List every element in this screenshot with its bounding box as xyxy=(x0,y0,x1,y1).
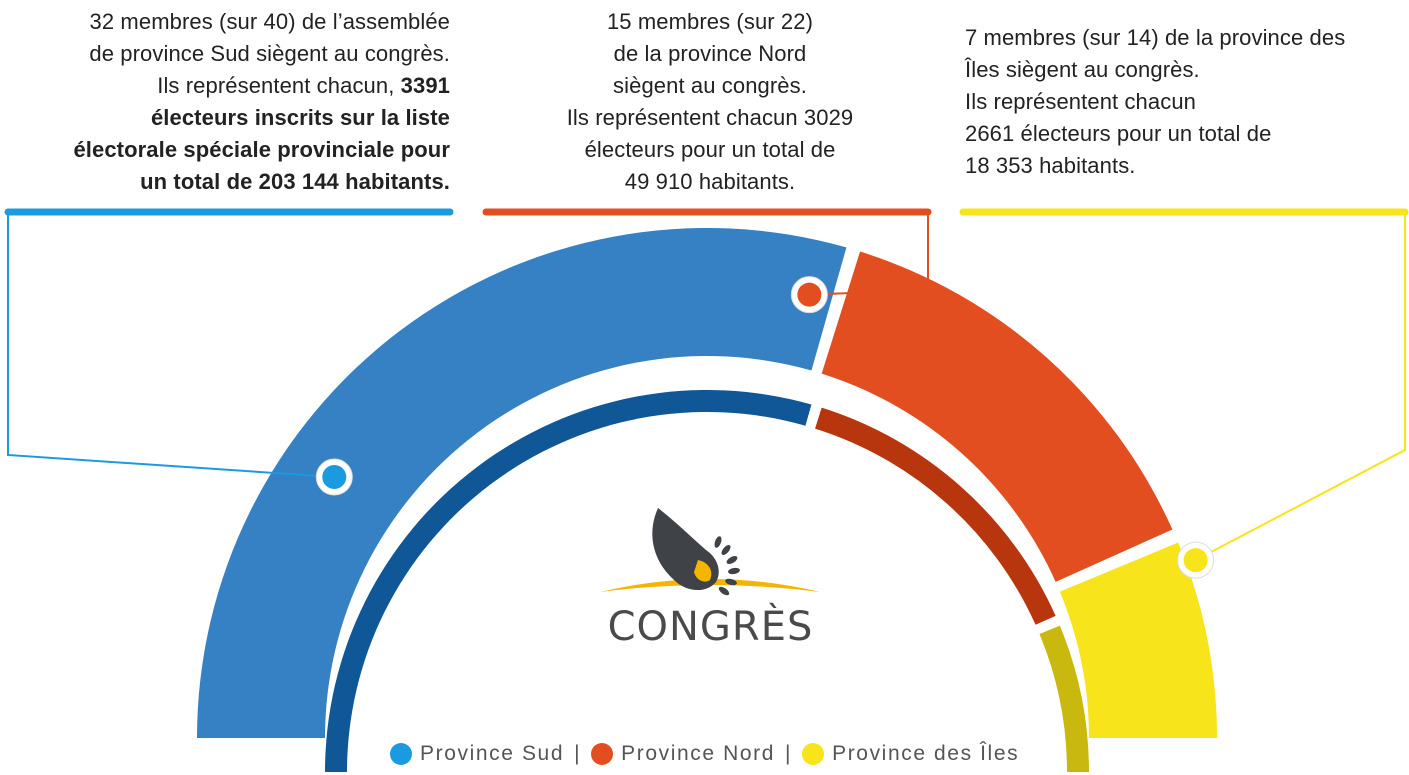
legend-dot-iles xyxy=(802,743,825,765)
legend-label-sud: Province Sud xyxy=(420,742,565,765)
note-sud-line-5: électorale spéciale provinciale pour xyxy=(73,137,450,162)
note-sud-line-2: de province Sud siègent au congrès. xyxy=(89,41,450,66)
callout-dot-sud xyxy=(322,465,347,490)
note-iles-line-2: Îles siègent au congrès. xyxy=(965,57,1200,82)
note-nord-line-4: Ils représentent chacun 3029 xyxy=(566,105,854,130)
legend: Province Sud | Province Nord | Province … xyxy=(390,742,1019,766)
note-nord-line-1: 15 membres (sur 22) xyxy=(606,9,814,34)
note-province-iles: 7 membres (sur 14) de la province des Îl… xyxy=(965,22,1405,182)
arc-iles xyxy=(1059,542,1217,738)
arc-nord xyxy=(821,251,1173,582)
legend-dot-sud xyxy=(390,743,412,765)
note-sud-voters: 3391 xyxy=(400,73,450,98)
note-nord-line-5: électeurs pour un total de xyxy=(584,137,836,162)
legend-dot-nord xyxy=(591,743,614,765)
note-sud-line-4: électeurs inscrits sur la liste xyxy=(150,105,450,130)
note-nord-line-2: de la province Nord xyxy=(613,41,807,66)
note-iles-line-3: Ils représentent chacun xyxy=(965,89,1196,114)
legend-separator-1: | xyxy=(574,742,582,765)
arc-side-nord xyxy=(815,407,1056,625)
note-sud-line-3: Ils représentent chacun, 3391 xyxy=(10,70,450,102)
note-iles-line-4: 2661 électeurs pour un total de xyxy=(965,121,1272,146)
callout-dot-iles xyxy=(1183,548,1208,573)
legend-separator-2: | xyxy=(785,742,793,765)
arc-sud xyxy=(197,227,847,738)
note-sud-line-1: 32 membres (sur 40) de l’assemblée xyxy=(89,9,450,34)
note-iles-line-5: 18 353 habitants. xyxy=(965,153,1136,178)
note-province-sud: 32 membres (sur 40) de l’assemblée de pr… xyxy=(10,6,450,198)
chart-arcs xyxy=(197,227,1217,772)
legend-label-nord: Province Nord xyxy=(621,742,776,765)
note-province-nord: 15 membres (sur 22) de la province Nord … xyxy=(485,6,935,198)
note-nord-line-6: 49 910 habitants. xyxy=(624,169,796,194)
logo-text: CONGRÈS xyxy=(607,604,814,650)
logo-horizon-line xyxy=(600,579,820,592)
note-iles-line-1: 7 membres (sur 14) de la province des xyxy=(965,25,1346,50)
arc-side-iles xyxy=(1039,625,1089,772)
legend-label-iles: Province des Îles xyxy=(832,742,1020,765)
note-nord-line-3: siègent au congrès. xyxy=(613,73,807,98)
leader-lines xyxy=(4,208,1409,562)
logo-shell-sun xyxy=(694,560,712,582)
shell-icon xyxy=(600,508,820,596)
logo-shell-rays xyxy=(714,536,740,596)
note-sud-line-3a: Ils représentent chacun, xyxy=(157,73,401,98)
note-sud-line-6: un total de 203 144 habitants. xyxy=(140,169,450,194)
callout-dot-nord xyxy=(797,282,822,307)
callout-dots xyxy=(315,276,1215,579)
